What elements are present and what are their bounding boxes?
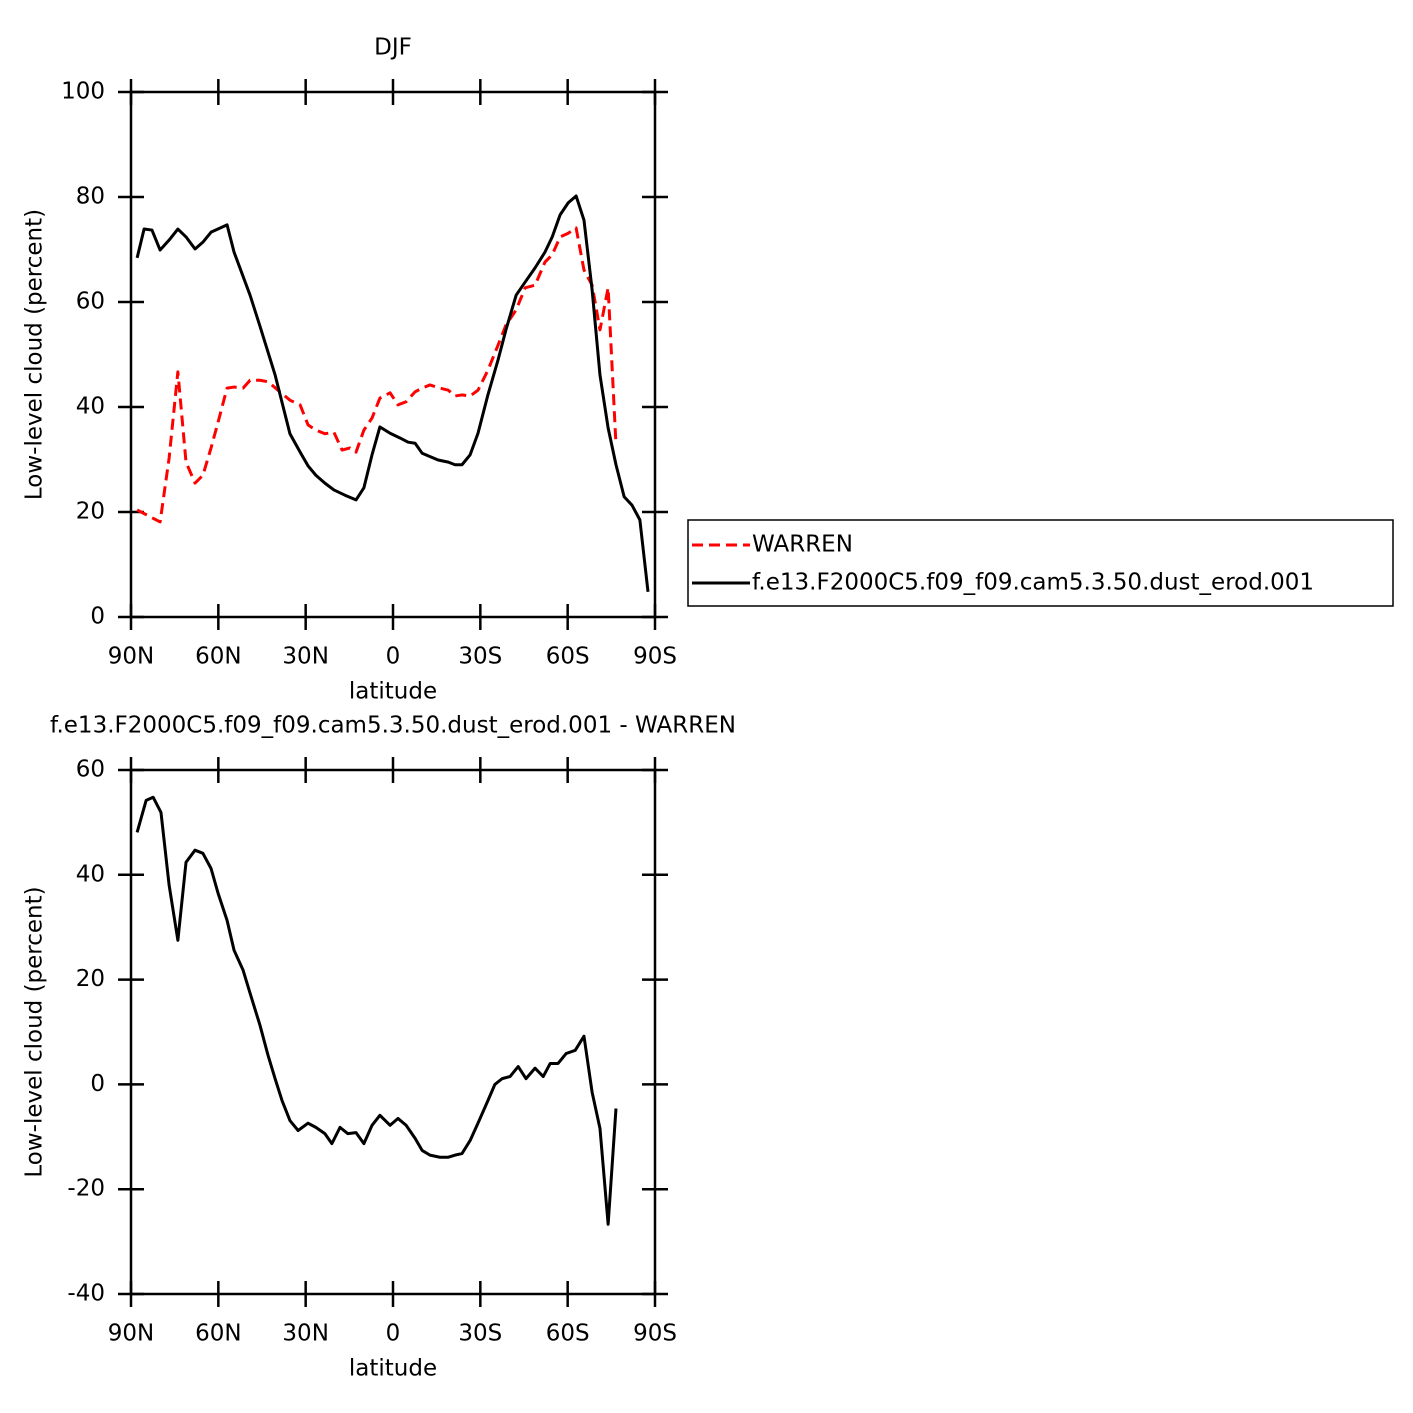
x-axis-label: latitude [349,679,437,705]
x-tick-label: 90N [108,1321,154,1347]
x-tick-label: 60N [195,1321,241,1347]
x-tick-label: 60S [546,1321,590,1347]
data-line [135,194,650,592]
y-tick-label: 60 [76,757,105,783]
y-tick-label: 60 [76,289,105,315]
x-tick-label: 30S [458,644,502,670]
x-tick-label: 90S [633,644,677,670]
x-tick-label: 30N [282,644,328,670]
legend-box [687,519,1394,607]
y-tick-label: 20 [76,499,105,525]
y-tick-label: 0 [90,1071,105,1097]
x-axis-label: latitude [349,1356,437,1382]
x-tick-label: 60N [195,644,241,670]
x-tick-label: 0 [386,1321,401,1347]
legend-label: WARREN [752,532,853,558]
x-tick-label: 60S [546,644,590,670]
y-tick-label: 80 [76,184,105,210]
x-tick-label: 90S [633,1321,677,1347]
y-tick-label: -40 [67,1281,105,1307]
y-tick-label: 40 [76,394,105,420]
y-axis-label: Low-level cloud (percent) [22,209,48,500]
plot-frame [129,90,657,619]
y-tick-label: 0 [90,604,105,630]
x-tick-label: 90N [108,644,154,670]
data-line [136,226,618,524]
y-tick-label: 20 [76,966,105,992]
data-line [135,795,618,1226]
legend-label: f.e13.F2000C5.f09_f09.cam5.3.50.dust_ero… [752,570,1314,596]
x-tick-label: 0 [386,644,401,670]
plot-frame [129,768,657,1296]
y-tick-label: -20 [67,1176,105,1202]
y-tick-label: 40 [76,861,105,887]
chart-title: f.e13.F2000C5.f09_f09.cam5.3.50.dust_ero… [50,713,736,739]
x-tick-label: 30N [282,1321,328,1347]
y-tick-label: 100 [61,79,105,105]
y-axis-label: Low-level cloud (percent) [22,886,48,1177]
chart-title: DJF [374,35,412,61]
x-tick-label: 30S [458,1321,502,1347]
